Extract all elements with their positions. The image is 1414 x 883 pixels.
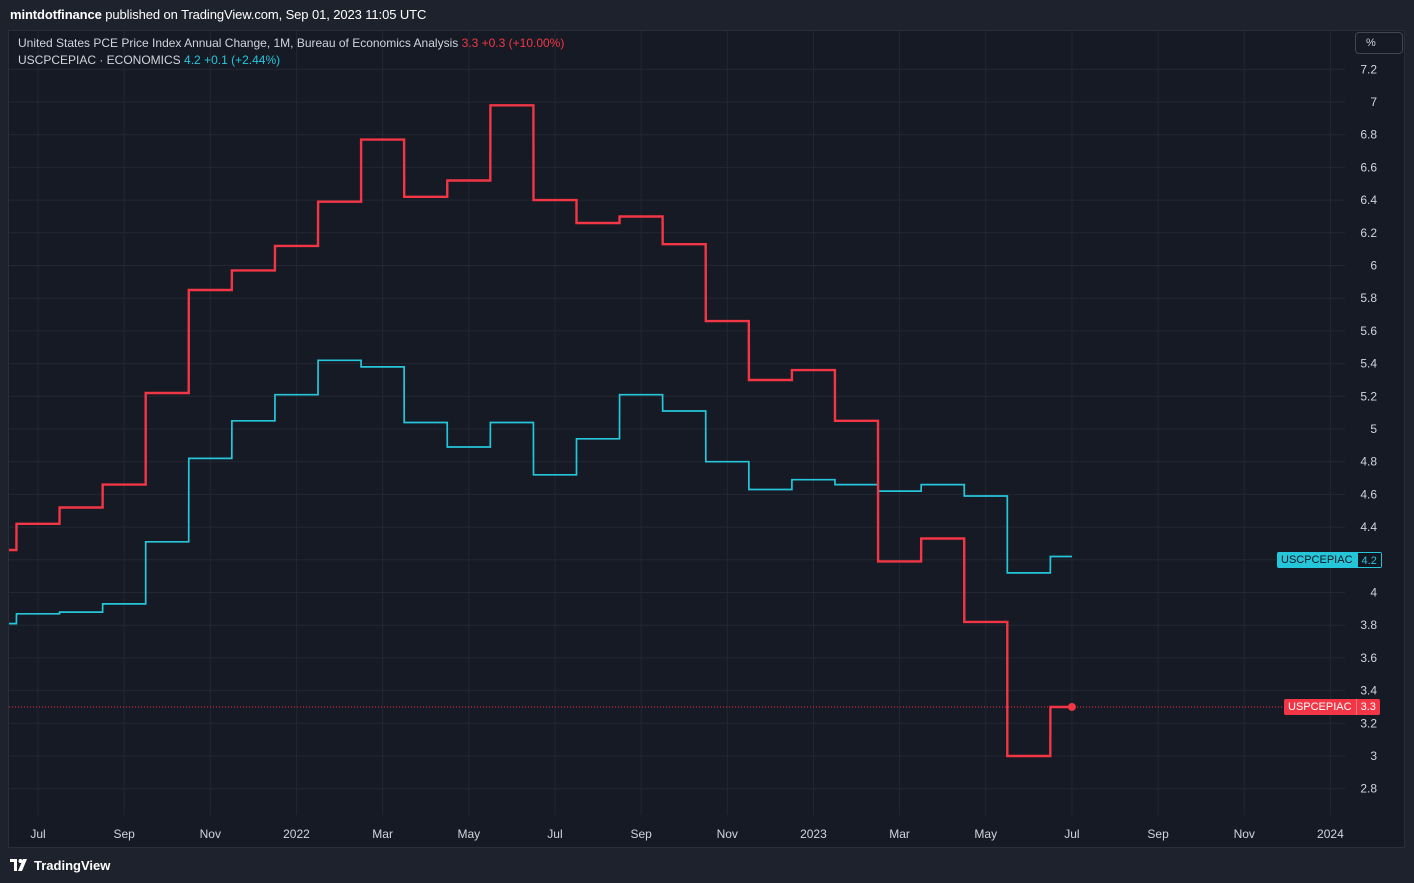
- x-tick-label: May: [457, 827, 480, 841]
- y-tick-label: 5.4: [1360, 357, 1377, 371]
- y-tick-label: 5.6: [1360, 324, 1377, 338]
- chart-legend: United States PCE Price Index Annual Cha…: [18, 35, 564, 69]
- tradingview-logo[interactable]: TradingView: [10, 857, 110, 873]
- y-tick-label: 4.8: [1360, 455, 1377, 469]
- tradingview-brand: TradingView: [34, 857, 111, 873]
- red-tag-value: 3.3: [1355, 699, 1380, 715]
- x-tick-label: Jul: [1064, 827, 1079, 841]
- legend-row-main[interactable]: United States PCE Price Index Annual Cha…: [18, 35, 564, 52]
- x-tick-label: Jul: [30, 827, 45, 841]
- legend-main-title: United States PCE Price Index Annual Cha…: [18, 36, 459, 50]
- y-tick-label: 6.2: [1360, 226, 1377, 240]
- x-tick-label: May: [974, 827, 997, 841]
- top-bar: [0, 0, 1414, 30]
- x-tick-label: Mar: [889, 827, 910, 841]
- y-tick-label: 6.4: [1360, 193, 1377, 207]
- y-tick-label: 6.8: [1360, 128, 1377, 142]
- x-tick-label: Sep: [630, 827, 652, 841]
- y-tick-label: 4.6: [1360, 487, 1377, 501]
- legend-second-change: +0.1 (+2.44%): [204, 53, 281, 67]
- y-tick-label: 6.6: [1360, 160, 1377, 174]
- y-tick-label: 4: [1370, 586, 1377, 600]
- publish-text: published on TradingView.com, Sep 01, 20…: [105, 7, 427, 22]
- footer: [0, 848, 1414, 883]
- y-tick-label: 3.8: [1360, 618, 1377, 632]
- last-value-dot: [1067, 702, 1076, 711]
- legend-second-value: 4.2: [184, 53, 201, 67]
- teal-tag-name: USCPCEPIAC: [1277, 552, 1357, 568]
- x-tick-label: Nov: [1234, 827, 1255, 841]
- y-tick-label: 3.6: [1360, 651, 1377, 665]
- legend-main-change: +0.3 (+10.00%): [481, 36, 565, 50]
- author-name[interactable]: mintdotfinance: [10, 7, 102, 22]
- red-tag-name: USPCEPIAC: [1284, 699, 1356, 715]
- series-line-uscpcepiac[interactable]: [9, 359, 1072, 625]
- red-price-tag: USPCEPIAC 3.3: [1284, 699, 1380, 715]
- tradingview-logo-icon: [10, 859, 27, 871]
- x-tick-label: 2023: [800, 827, 827, 841]
- x-tick-label: Jul: [547, 827, 562, 841]
- x-tick-label: Sep: [113, 827, 135, 841]
- unit-button[interactable]: %: [1355, 32, 1403, 54]
- x-tick-label: 2022: [283, 827, 310, 841]
- y-tick-label: 7.2: [1360, 62, 1377, 76]
- y-tick-label: 5.2: [1360, 389, 1377, 403]
- y-tick-label: 3.4: [1360, 684, 1377, 698]
- legend-second-title: USCPCEPIAC · ECONOMICS: [18, 53, 181, 67]
- teal-price-tag: USCPCEPIAC 4.2: [1277, 552, 1382, 568]
- y-tick-label: 5.8: [1360, 291, 1377, 305]
- x-tick-label: Mar: [372, 827, 393, 841]
- y-tick-label: 3.2: [1360, 716, 1377, 730]
- legend-row-second[interactable]: USCPCEPIAC · ECONOMICS 4.2 +0.1 (+2.44%): [18, 52, 564, 69]
- legend-main-value: 3.3: [461, 36, 479, 50]
- y-tick-label: 5: [1370, 422, 1377, 436]
- teal-tag-value: 4.2: [1356, 552, 1382, 568]
- y-tick-label: 6: [1370, 259, 1377, 273]
- y-tick-label: 3: [1370, 749, 1377, 763]
- x-tick-label: Nov: [200, 827, 221, 841]
- x-tick-label: Sep: [1147, 827, 1169, 841]
- x-tick-label: 2024: [1317, 827, 1344, 841]
- y-tick-label: 2.8: [1360, 782, 1377, 796]
- y-tick-label: 4.4: [1360, 520, 1377, 534]
- series-line-uspcepiac[interactable]: [9, 104, 1072, 758]
- x-tick-label: Nov: [717, 827, 738, 841]
- publish-info: mintdotfinance published on TradingView.…: [10, 7, 426, 22]
- y-tick-label: 7: [1370, 95, 1377, 109]
